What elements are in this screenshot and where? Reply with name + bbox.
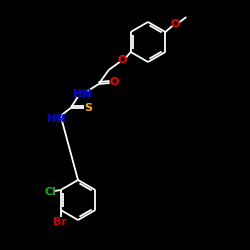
Text: Cl: Cl	[45, 187, 56, 197]
Text: HN: HN	[74, 89, 92, 99]
Text: O: O	[118, 55, 127, 65]
Text: HN: HN	[48, 114, 66, 124]
Text: O: O	[110, 77, 119, 87]
Text: Br: Br	[53, 217, 66, 227]
Text: S: S	[85, 103, 93, 113]
Text: O: O	[171, 19, 180, 29]
